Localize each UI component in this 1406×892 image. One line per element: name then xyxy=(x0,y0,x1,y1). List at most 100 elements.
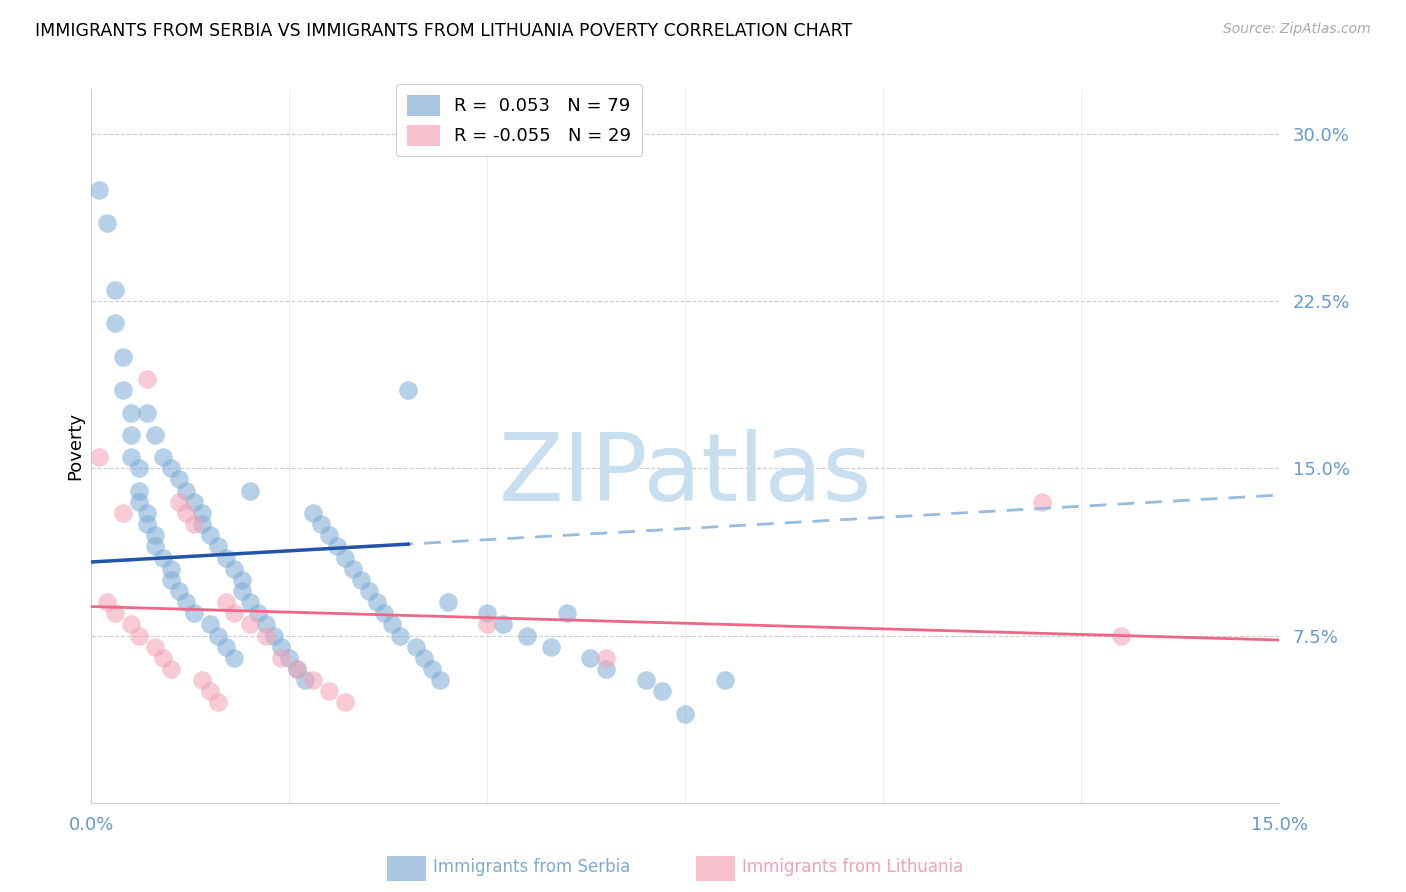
Point xyxy=(183,494,205,508)
Point xyxy=(135,372,157,386)
Point xyxy=(167,494,190,508)
Point xyxy=(357,583,380,598)
Point xyxy=(215,550,238,565)
Point xyxy=(231,573,253,587)
Point xyxy=(200,684,222,698)
Point xyxy=(285,662,308,676)
Point xyxy=(89,182,111,196)
Point xyxy=(333,550,356,565)
Point xyxy=(128,494,150,508)
Point xyxy=(1109,628,1132,642)
Point xyxy=(207,696,229,710)
Point xyxy=(135,405,157,420)
Point xyxy=(200,617,222,632)
Point xyxy=(420,662,443,676)
Point xyxy=(254,617,277,632)
Point xyxy=(270,651,292,665)
Point xyxy=(231,583,253,598)
Legend: R =  0.053   N = 79, R = -0.055   N = 29: R = 0.053 N = 79, R = -0.055 N = 29 xyxy=(396,84,643,156)
Point xyxy=(294,673,316,687)
Point xyxy=(96,216,118,230)
Point xyxy=(167,583,190,598)
Point xyxy=(595,651,617,665)
Point xyxy=(278,651,301,665)
Point xyxy=(302,673,325,687)
Point xyxy=(366,595,388,609)
Y-axis label: Poverty: Poverty xyxy=(66,412,84,480)
Point xyxy=(152,651,174,665)
Point xyxy=(714,673,737,687)
Point xyxy=(651,684,673,698)
Point xyxy=(1031,494,1053,508)
Point xyxy=(207,539,229,553)
Point xyxy=(246,607,269,621)
Point xyxy=(222,562,245,576)
Point xyxy=(191,506,214,520)
Point xyxy=(104,607,127,621)
Point xyxy=(477,607,499,621)
Text: Immigrants from Serbia: Immigrants from Serbia xyxy=(433,858,630,876)
Point xyxy=(191,673,214,687)
Point xyxy=(207,628,229,642)
Point xyxy=(516,628,538,642)
Point xyxy=(318,684,340,698)
Point xyxy=(143,539,166,553)
Point xyxy=(239,595,262,609)
Point xyxy=(263,628,285,642)
Point xyxy=(152,550,174,565)
Point xyxy=(222,607,245,621)
Point xyxy=(112,506,135,520)
Point xyxy=(159,662,181,676)
Point xyxy=(104,283,127,297)
Point xyxy=(318,528,340,542)
Point xyxy=(373,607,395,621)
Point xyxy=(389,628,412,642)
Point xyxy=(128,483,150,498)
Text: Source: ZipAtlas.com: Source: ZipAtlas.com xyxy=(1223,22,1371,37)
Point xyxy=(120,450,142,465)
Point xyxy=(540,640,562,654)
Text: ZIPatlas: ZIPatlas xyxy=(499,428,872,521)
Point xyxy=(396,384,419,398)
Point xyxy=(413,651,436,665)
Point xyxy=(112,384,135,398)
Point xyxy=(333,696,356,710)
Point xyxy=(167,473,190,487)
Point xyxy=(152,450,174,465)
Point xyxy=(143,640,166,654)
Point xyxy=(128,628,150,642)
Point xyxy=(96,595,118,609)
Point xyxy=(159,562,181,576)
Point xyxy=(555,607,578,621)
Point xyxy=(120,427,142,442)
Point xyxy=(350,573,373,587)
Point xyxy=(143,528,166,542)
Point xyxy=(302,506,325,520)
Point xyxy=(215,640,238,654)
Point xyxy=(112,350,135,364)
Point xyxy=(595,662,617,676)
Point xyxy=(477,617,499,632)
Point xyxy=(176,483,198,498)
Point xyxy=(89,450,111,465)
Point xyxy=(579,651,602,665)
Point xyxy=(176,595,198,609)
Point xyxy=(120,405,142,420)
Point xyxy=(254,628,277,642)
Point xyxy=(200,528,222,542)
Point xyxy=(326,539,349,553)
Point xyxy=(215,595,238,609)
Point xyxy=(176,506,198,520)
Point xyxy=(159,573,181,587)
Text: Immigrants from Lithuania: Immigrants from Lithuania xyxy=(742,858,963,876)
Point xyxy=(239,483,262,498)
Point xyxy=(492,617,515,632)
Point xyxy=(436,595,458,609)
Point xyxy=(309,517,332,532)
Point xyxy=(270,640,292,654)
Point xyxy=(381,617,404,632)
Point xyxy=(405,640,427,654)
Point xyxy=(143,427,166,442)
Point xyxy=(159,461,181,475)
Point xyxy=(222,651,245,665)
